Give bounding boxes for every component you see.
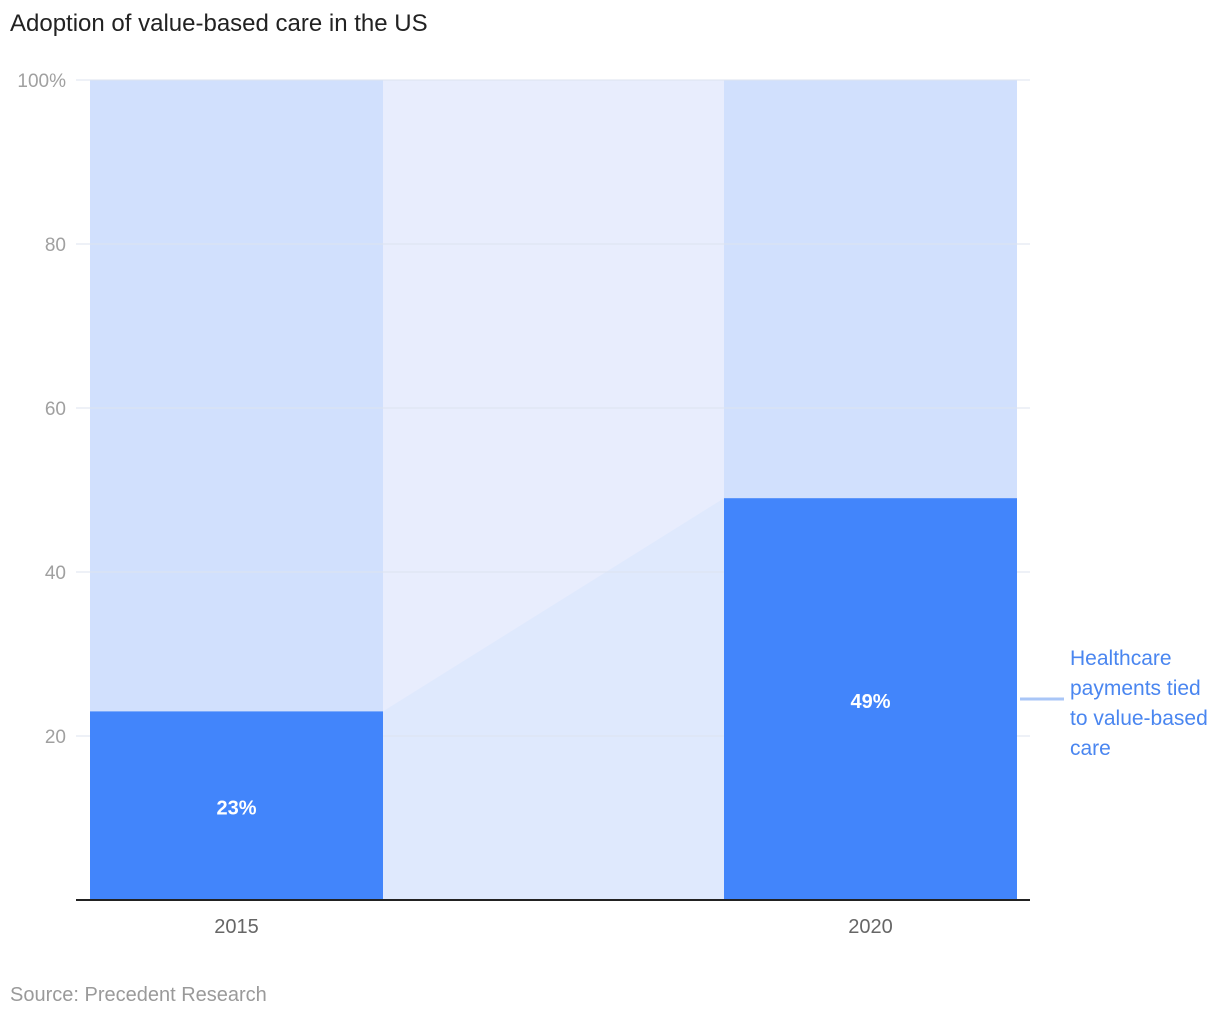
bar-gap-fill — [383, 80, 724, 900]
source-note: Source: Precedent Research — [10, 984, 267, 1006]
data-label-2015: 23% — [216, 798, 256, 820]
y-tick-label: 20 — [45, 727, 66, 748]
bars — [90, 498, 1017, 900]
y-tick-label: 40 — [45, 563, 66, 584]
gap-fill-connector — [383, 498, 724, 900]
data-labels: 23% 49% — [216, 691, 890, 820]
chart-title: Adoption of value-based care in the US — [10, 10, 428, 37]
data-label-2020: 49% — [850, 691, 890, 713]
bar-2015 — [90, 711, 383, 900]
y-tick-label: 60 — [45, 399, 66, 420]
y-tick-label: 80 — [45, 235, 66, 256]
legend-label: Healthcare payments tied to value-based … — [1070, 647, 1208, 760]
bar-2020 — [724, 498, 1017, 900]
axes: 2015 2020 — [76, 899, 1030, 938]
x-tick-label-2020: 2020 — [848, 916, 893, 938]
x-tick-label-2015: 2015 — [214, 916, 259, 938]
y-tick-label: 100% — [17, 71, 66, 92]
